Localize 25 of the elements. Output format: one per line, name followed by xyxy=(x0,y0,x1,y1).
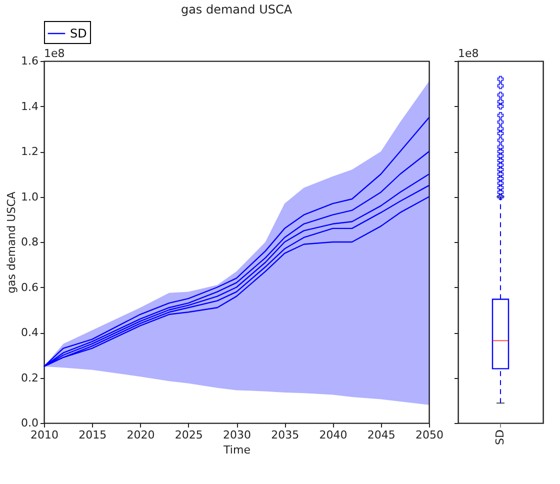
x-axis-title: Time xyxy=(222,444,251,456)
x-tick-label: 2030 xyxy=(223,428,251,442)
x-tick-label: 2025 xyxy=(174,428,203,442)
x-tick-label: 2010 xyxy=(30,428,58,442)
y-axis-title: gas demand USCA xyxy=(5,191,18,294)
x-tick-label: SD xyxy=(494,430,506,445)
chart-title: gas demand USCA xyxy=(180,2,293,16)
x-tick-label: 2040 xyxy=(319,428,348,442)
x-tick-label: 2045 xyxy=(367,428,396,442)
y-tick-label: 0.2 xyxy=(21,371,38,384)
x-tick-label: 2020 xyxy=(126,428,155,442)
text: 1e8 xyxy=(44,47,65,60)
x-tick-label: 2050 xyxy=(416,428,444,442)
x-tick-label: 2015 xyxy=(78,428,107,442)
y-tick-label: 1.6 xyxy=(21,54,38,68)
y-tick-label: 0.6 xyxy=(21,280,38,294)
x-tick-label: 2035 xyxy=(271,428,300,442)
legend-label: SD xyxy=(70,26,87,40)
text: 1e8 xyxy=(458,47,479,60)
y-tick-label: 1.2 xyxy=(21,145,38,158)
y-tick-label: 1.4 xyxy=(21,100,38,113)
y-tick-label: 0.0 xyxy=(21,416,38,430)
y-tick-label: 1.0 xyxy=(21,190,38,204)
y-tick-label: 0.4 xyxy=(21,326,38,339)
y-tick-label: 0.8 xyxy=(21,236,38,248)
